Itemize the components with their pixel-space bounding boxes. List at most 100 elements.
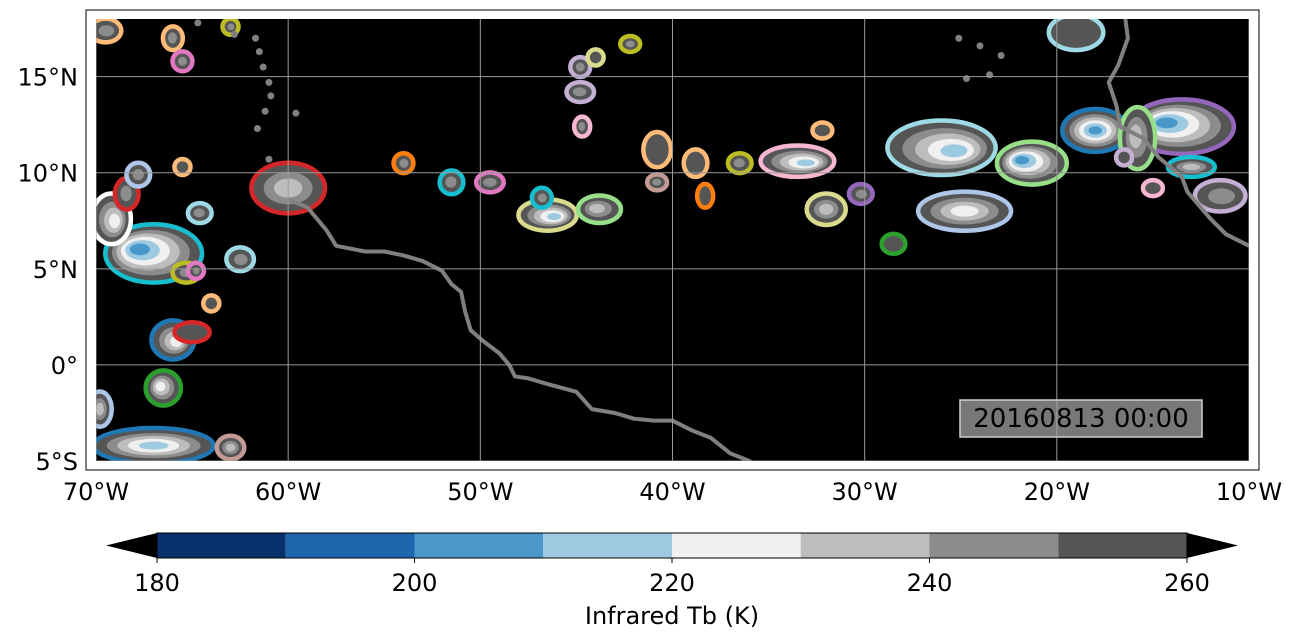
cluster-outline [810, 120, 835, 141]
lon-tick-label: 60°W [255, 478, 321, 506]
lon-tick-label: 10°W [1216, 478, 1282, 506]
cluster-outline [758, 143, 837, 180]
island [955, 34, 963, 42]
cloud-cluster [885, 118, 998, 178]
tb-contour [138, 441, 169, 450]
colorbar-over-arrow [1187, 533, 1238, 558]
island [963, 75, 971, 83]
cluster-outline [96, 425, 216, 461]
cloud-cluster [529, 185, 555, 210]
lat-tick-label: 0° [51, 352, 78, 380]
tb-contour [883, 236, 904, 252]
cluster-outline [185, 260, 207, 282]
colorbar-segment [543, 533, 672, 558]
cluster-outline [201, 293, 222, 314]
tb-contour [547, 213, 562, 221]
cloud-cluster [160, 24, 186, 53]
cluster-outline [1140, 177, 1166, 199]
cluster-outline [1113, 147, 1135, 168]
cloud-cluster [124, 160, 153, 189]
cloud-cluster [201, 293, 222, 314]
cluster-outline [124, 160, 153, 189]
cluster-outline [437, 168, 466, 197]
tb-contour [1014, 156, 1030, 165]
tb-contour [575, 62, 585, 72]
lon-tick-label: 50°W [447, 478, 513, 506]
cloud-cluster [170, 49, 195, 74]
island [255, 48, 263, 56]
tb-contour [132, 169, 144, 181]
cluster-outline [641, 129, 674, 170]
cloud-cluster [1165, 154, 1217, 180]
cloud-cluster [915, 189, 1014, 233]
cloud-cluster [391, 150, 416, 176]
tb-contour [645, 134, 669, 166]
cluster-outline [1192, 177, 1248, 214]
cluster-outline [915, 189, 1014, 233]
island [265, 78, 273, 86]
tb-contour [652, 178, 662, 186]
tb-contour [699, 186, 711, 206]
cluster-outline [879, 231, 908, 257]
cluster-outline [224, 245, 257, 274]
island [261, 107, 269, 115]
cloud-cluster [585, 47, 606, 68]
colorbar-segment [285, 533, 415, 558]
cloud-cluster [185, 260, 207, 282]
tb-contour [445, 176, 457, 188]
cloud-cluster [96, 389, 114, 429]
cluster-outline [585, 47, 606, 68]
cluster-outline [885, 118, 998, 178]
cluster-outline [103, 222, 205, 285]
cloud-cluster [1060, 106, 1131, 155]
cluster-outline [994, 139, 1070, 187]
island [997, 52, 1005, 60]
tb-contour [589, 203, 606, 214]
lat-tick-label: 15°N [18, 64, 79, 92]
colorbar-segment [414, 533, 544, 558]
cloud-cluster [694, 181, 716, 210]
cluster-outline [618, 33, 643, 55]
cloud-cluster [172, 156, 193, 178]
tb-contour [234, 253, 248, 266]
tb-contour [814, 124, 831, 137]
tb-contour [225, 443, 236, 452]
tb-contour [155, 381, 166, 392]
timestamp-label: 20160813 00:00 [973, 404, 1189, 434]
cloud-cluster [681, 147, 710, 180]
africa-coastline [1106, 19, 1249, 248]
tb-contour [176, 324, 208, 340]
cluster-outline [172, 320, 212, 345]
tb-contour [96, 402, 104, 416]
tb-contour [625, 40, 635, 48]
cloud-cluster [644, 172, 670, 193]
tb-contour [572, 87, 587, 97]
cluster-outline [571, 114, 593, 139]
lat-tick-label: 10°N [18, 160, 79, 188]
cluster-outline [644, 172, 670, 193]
cluster-outline [220, 19, 241, 37]
cloud-cluster [220, 19, 241, 37]
island [986, 71, 994, 79]
axis-tick-labels: 70°W 60°W 50°W 40°W 30°W 20°W 10°W 15°N 10°N 5°N 0… [18, 64, 1283, 506]
cloud-cluster [214, 433, 247, 461]
tb-contour [98, 25, 115, 37]
cluster-outline [1117, 104, 1158, 172]
colorbar: 180 200 220 240 260 [106, 532, 1238, 597]
tb-contour [120, 185, 132, 202]
tb-contour [733, 158, 745, 168]
cloud-cluster [185, 200, 214, 226]
cloud-cluster [1046, 19, 1106, 53]
tb-contour [819, 203, 834, 215]
tb-contour [167, 32, 177, 44]
cloud-cluster [994, 139, 1070, 187]
cloud-cluster [143, 368, 184, 408]
cluster-outline [96, 389, 114, 429]
tb-contour [1088, 126, 1102, 135]
cloud-cluster [846, 181, 875, 207]
colorbar-segment [800, 533, 930, 558]
colorbar-tick-label: 200 [392, 569, 438, 597]
cloud-clusters [96, 19, 1248, 461]
island [251, 34, 259, 42]
cloud-cluster [437, 168, 466, 197]
